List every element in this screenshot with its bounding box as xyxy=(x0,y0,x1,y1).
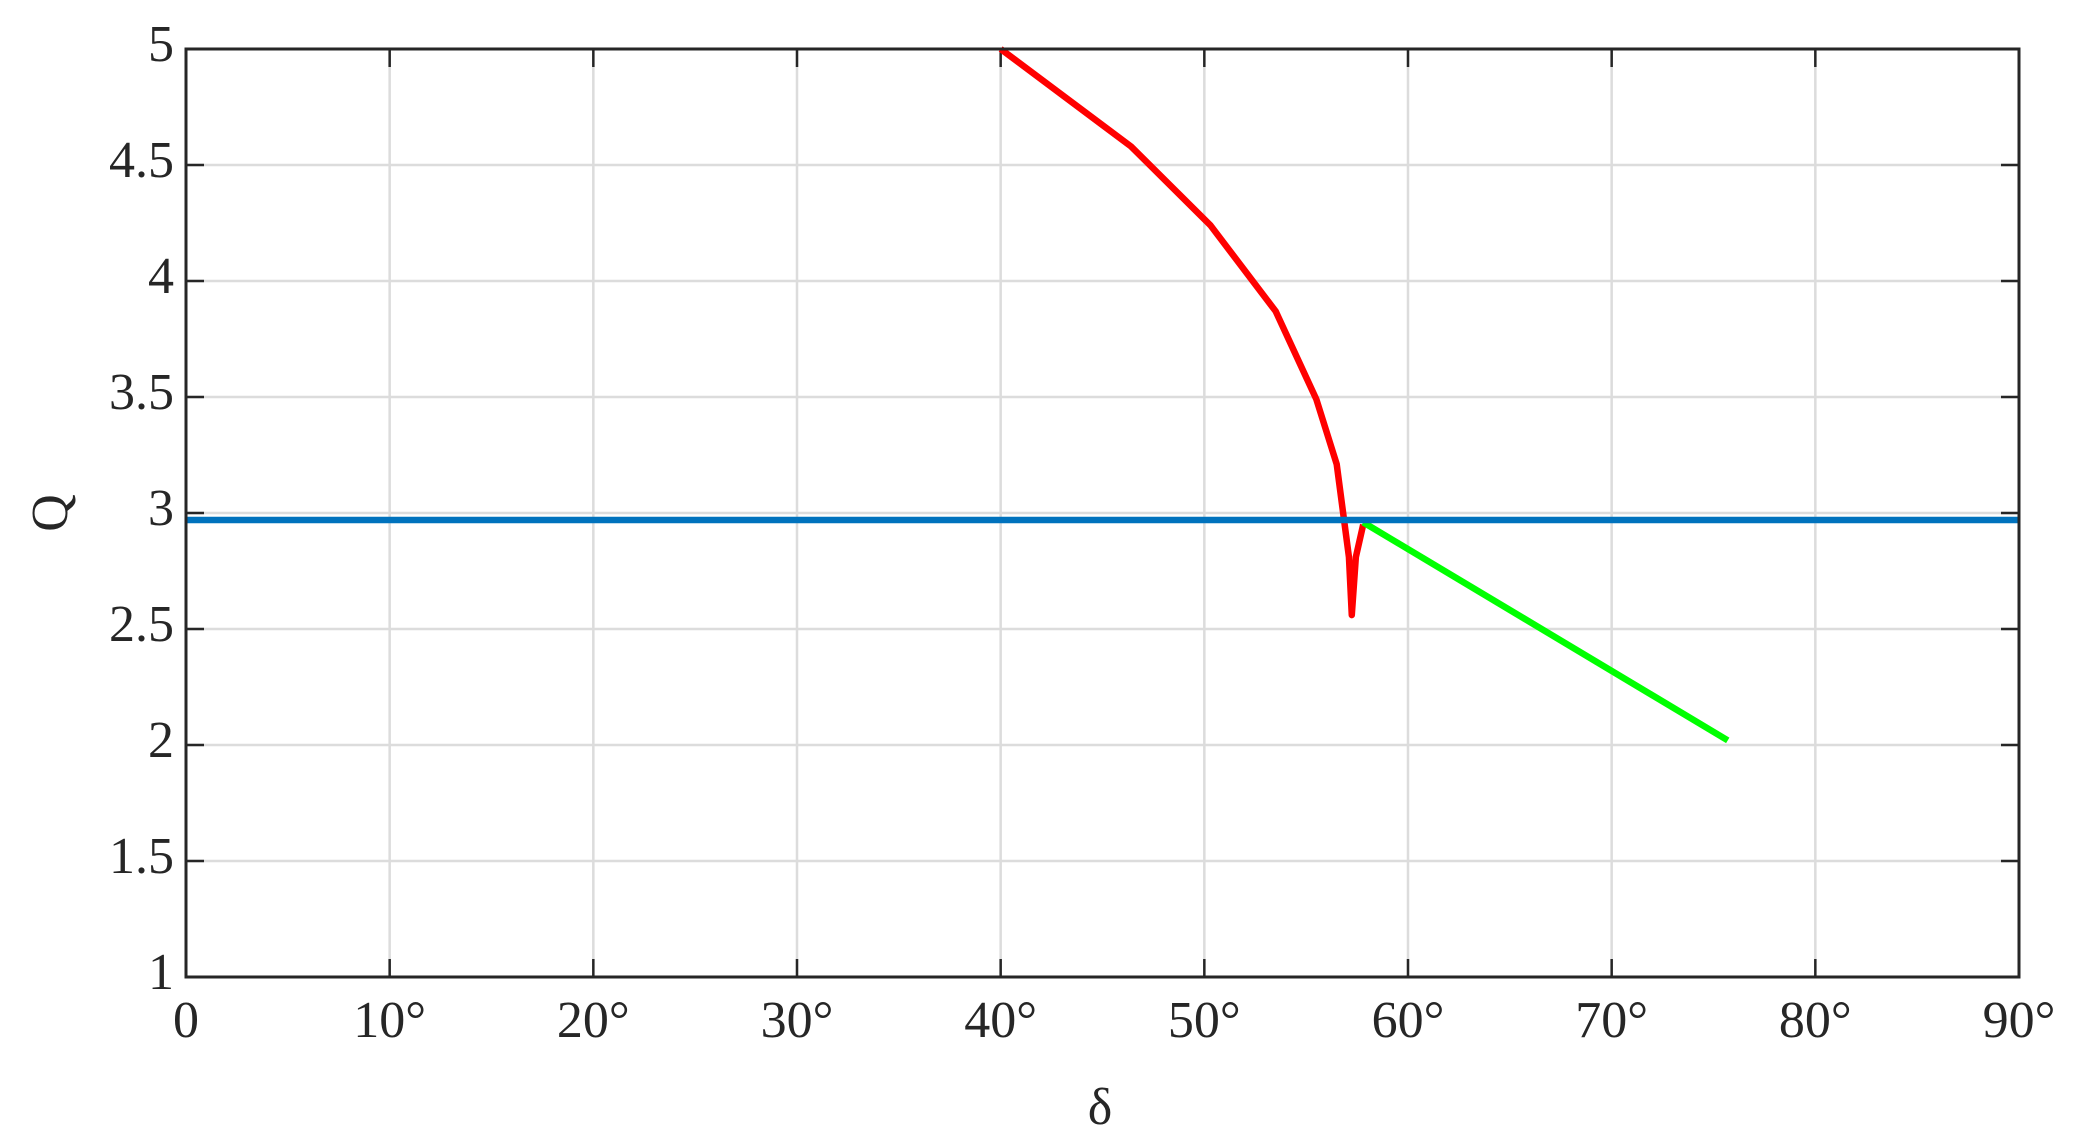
x-tick-label: 70° xyxy=(1575,992,1648,1049)
x-tick-label: 80° xyxy=(1779,992,1852,1049)
x-tick-label: 40° xyxy=(964,992,1037,1049)
line-series xyxy=(998,46,1367,619)
y-tick-label: 5 xyxy=(148,16,174,73)
y-tick-label: 2.5 xyxy=(109,596,174,653)
plot-frame xyxy=(184,47,2021,979)
x-tick-label: 90° xyxy=(1983,992,2056,1049)
x-tick-label: 50° xyxy=(1168,992,1241,1049)
line-series xyxy=(1361,519,1730,744)
y-tick-label: 1 xyxy=(148,944,174,1001)
x-tick-label: 30° xyxy=(761,992,834,1049)
x-tick-label: 0 xyxy=(173,992,199,1049)
y-tick-label: 4 xyxy=(148,248,174,305)
y-axis-label: Q xyxy=(22,494,79,532)
y-tick-label: 2 xyxy=(148,712,174,769)
y-tick-label: 3 xyxy=(148,480,174,537)
y-tick-label: 1.5 xyxy=(109,828,174,885)
y-tick-label: 4.5 xyxy=(109,132,174,189)
y-tick-label: 3.5 xyxy=(109,364,174,421)
x-axis-label: δ xyxy=(1088,1079,1113,1136)
x-tick-label: 10° xyxy=(353,992,426,1049)
x-tick-label: 60° xyxy=(1372,992,1445,1049)
x-tick-label: 20° xyxy=(557,992,630,1049)
